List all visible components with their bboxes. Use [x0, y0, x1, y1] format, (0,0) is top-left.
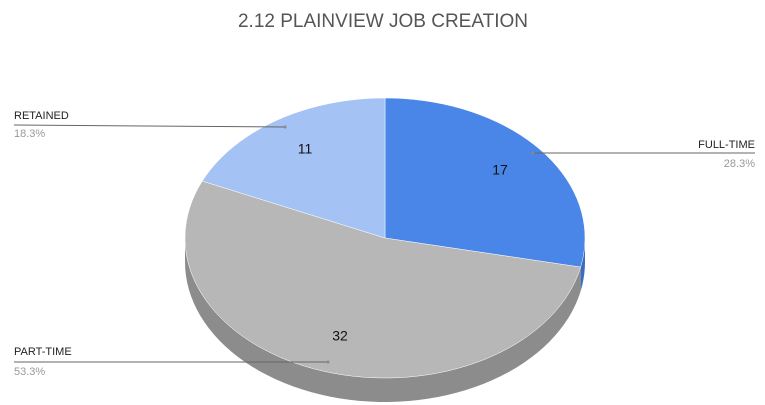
leader-dot [283, 125, 287, 129]
percent-label: 53.3% [14, 366, 45, 378]
leader-line [13, 124, 286, 128]
leader-dot [531, 151, 535, 155]
data-label: 11 [298, 141, 313, 157]
category-label: PART-TIME [14, 346, 72, 358]
chart-title: 2.12 PLAINVIEW JOB CREATION [238, 11, 528, 32]
slice [201, 97, 386, 239]
slice-side [185, 238, 581, 402]
slice [184, 180, 581, 379]
category-label: RETAINED [14, 110, 69, 122]
percent-label: 18.3% [14, 128, 45, 140]
percent-label: 28.3% [724, 158, 755, 170]
leader-dot [326, 360, 330, 364]
category-label: FULL-TIME [698, 139, 755, 151]
slice-side [580, 238, 585, 292]
data-label: 17 [492, 162, 508, 178]
slice [384, 97, 586, 268]
data-label: 32 [332, 328, 348, 344]
